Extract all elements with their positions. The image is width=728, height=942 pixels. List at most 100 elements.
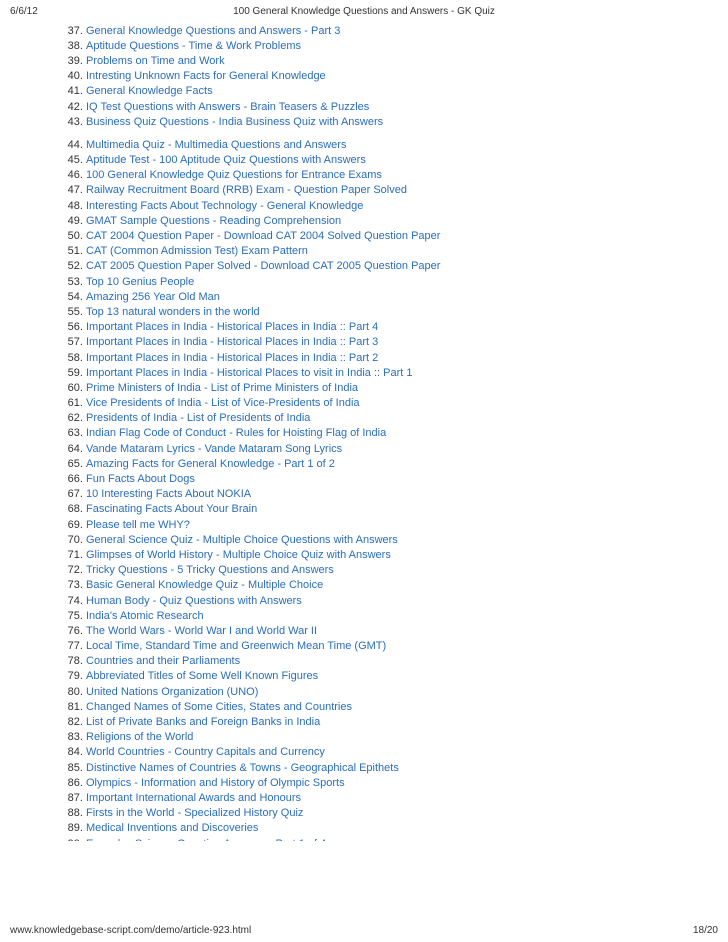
list-item: Prime Ministers of India - List of Prime… xyxy=(86,380,728,395)
article-link[interactable]: IQ Test Questions with Answers - Brain T… xyxy=(86,101,369,113)
list-item: Vande Mataram Lyrics - Vande Mataram Son… xyxy=(86,441,728,456)
article-link[interactable]: Countries and their Parliaments xyxy=(86,655,240,667)
article-link[interactable]: Multimedia Quiz - Multimedia Questions a… xyxy=(86,139,346,151)
article-link[interactable]: Aptitude Questions - Time & Work Problem… xyxy=(86,40,301,52)
article-link[interactable]: Please tell me WHY? xyxy=(86,519,190,531)
article-link[interactable]: Indian Flag Code of Conduct - Rules for … xyxy=(86,427,386,439)
article-link[interactable]: GMAT Sample Questions - Reading Comprehe… xyxy=(86,215,341,227)
footer-page-number: 18/20 xyxy=(693,925,718,936)
article-link[interactable]: Firsts in the World - Specialized Histor… xyxy=(86,807,303,819)
list-item: Indian Flag Code of Conduct - Rules for … xyxy=(86,426,728,441)
list-item: CAT 2004 Question Paper - Download CAT 2… xyxy=(86,228,728,243)
list-item: Human Body - Quiz Questions with Answers xyxy=(86,593,728,608)
article-link[interactable]: Fun Facts About Dogs xyxy=(86,473,195,485)
article-link[interactable]: List of Private Banks and Foreign Banks … xyxy=(86,716,320,728)
article-link[interactable]: Aptitude Test - 100 Aptitude Quiz Questi… xyxy=(86,154,366,166)
article-link[interactable]: United Nations Organization (UNO) xyxy=(86,686,258,698)
list-item: Local Time, Standard Time and Greenwich … xyxy=(86,639,728,654)
article-link[interactable]: World Countries - Country Capitals and C… xyxy=(86,746,325,758)
article-link[interactable]: Local Time, Standard Time and Greenwich … xyxy=(86,640,386,652)
article-link[interactable]: 100 General Knowledge Quiz Questions for… xyxy=(86,169,382,181)
page-footer: www.knowledgebase-script.com/demo/articl… xyxy=(0,921,728,942)
article-link[interactable]: Olympics - Information and History of Ol… xyxy=(86,777,345,789)
list-item: United Nations Organization (UNO) xyxy=(86,684,728,699)
article-link[interactable]: Changed Names of Some Cities, States and… xyxy=(86,701,352,713)
article-link[interactable]: Railway Recruitment Board (RRB) Exam - Q… xyxy=(86,184,407,196)
list-gap xyxy=(86,129,728,137)
article-link[interactable]: Tricky Questions - 5 Tricky Questions an… xyxy=(86,564,334,576)
list-item: 100 General Knowledge Quiz Questions for… xyxy=(86,168,728,183)
article-link[interactable]: Glimpses of World History - Multiple Cho… xyxy=(86,549,391,561)
article-link[interactable]: Amazing 256 Year Old Man xyxy=(86,291,220,303)
list-item: World Countries - Country Capitals and C… xyxy=(86,745,728,760)
article-link[interactable]: Medical Inventions and Discoveries xyxy=(86,822,258,834)
article-link[interactable]: Problems on Time and Work xyxy=(86,55,225,67)
list-item: Amazing Facts for General Knowledge - Pa… xyxy=(86,456,728,471)
header-title: 100 General Knowledge Questions and Answ… xyxy=(233,6,495,17)
article-link[interactable]: Important Places in India - Historical P… xyxy=(86,367,412,379)
article-link[interactable]: Religions of the World xyxy=(86,731,193,743)
list-item: Railway Recruitment Board (RRB) Exam - Q… xyxy=(86,183,728,198)
article-link[interactable]: General Knowledge Questions and Answers … xyxy=(86,25,340,37)
list-item: Important Places in India - Historical P… xyxy=(86,365,728,380)
list-item: Distinctive Names of Countries & Towns -… xyxy=(86,760,728,775)
list-item: Interesting Facts About Technology - Gen… xyxy=(86,198,728,213)
article-link[interactable]: CAT (Common Admission Test) Exam Pattern xyxy=(86,245,308,257)
list-item: CAT 2005 Question Paper Solved - Downloa… xyxy=(86,259,728,274)
list-item: Abbreviated Titles of Some Well Known Fi… xyxy=(86,669,728,684)
article-link[interactable]: Abbreviated Titles of Some Well Known Fi… xyxy=(86,670,318,682)
article-link[interactable]: Interesting Facts About Technology - Gen… xyxy=(86,200,363,212)
list-item: Olympics - Information and History of Ol… xyxy=(86,775,728,790)
article-link[interactable]: Important International Awards and Honou… xyxy=(86,792,301,804)
article-link[interactable]: Basic General Knowledge Quiz - Multiple … xyxy=(86,579,323,591)
list-item: Vice Presidents of India - List of Vice-… xyxy=(86,396,728,411)
list-item: Amazing 256 Year Old Man xyxy=(86,289,728,304)
article-link[interactable]: India's Atomic Research xyxy=(86,610,204,622)
article-link[interactable]: Intresting Unknown Facts for General Kno… xyxy=(86,70,326,82)
header-date: 6/6/12 xyxy=(10,6,38,17)
list-item: Presidents of India - List of Presidents… xyxy=(86,411,728,426)
list-item: Please tell me WHY? xyxy=(86,517,728,532)
list-item: Changed Names of Some Cities, States and… xyxy=(86,699,728,714)
article-link[interactable]: Important Places in India - Historical P… xyxy=(86,352,378,364)
list-item: India's Atomic Research xyxy=(86,608,728,623)
list-item: The World Wars - World War I and World W… xyxy=(86,623,728,638)
article-link[interactable]: General Science Quiz - Multiple Choice Q… xyxy=(86,534,398,546)
article-link[interactable]: Important Places in India - Historical P… xyxy=(86,336,378,348)
list-item: Top 13 natural wonders in the world xyxy=(86,304,728,319)
article-link[interactable]: Amazing Facts for General Knowledge - Pa… xyxy=(86,458,335,470)
article-link[interactable]: Fascinating Facts About Your Brain xyxy=(86,503,257,515)
list-item: Countries and their Parliaments xyxy=(86,654,728,669)
article-link[interactable]: CAT 2005 Question Paper Solved - Downloa… xyxy=(86,260,440,272)
article-link[interactable]: Vice Presidents of India - List of Vice-… xyxy=(86,397,360,409)
list-item: Important Places in India - Historical P… xyxy=(86,350,728,365)
footer-url: www.knowledgebase-script.com/demo/articl… xyxy=(10,925,251,936)
article-link[interactable]: The World Wars - World War I and World W… xyxy=(86,625,317,637)
article-link[interactable]: Top 10 Genius People xyxy=(86,276,194,288)
article-list-container: General Knowledge Questions and Answers … xyxy=(0,21,728,851)
list-item: IQ Test Questions with Answers - Brain T… xyxy=(86,99,728,114)
article-link[interactable]: Prime Ministers of India - List of Prime… xyxy=(86,382,358,394)
article-link[interactable]: Presidents of India - List of Presidents… xyxy=(86,412,310,424)
list-item: Top 10 Genius People xyxy=(86,274,728,289)
list-item: Multimedia Quiz - Multimedia Questions a… xyxy=(86,137,728,152)
list-item: Aptitude Questions - Time & Work Problem… xyxy=(86,38,728,53)
article-link[interactable]: Human Body - Quiz Questions with Answers xyxy=(86,595,302,607)
article-link[interactable]: Everyday Science Question Answers - Part… xyxy=(86,838,326,850)
list-item: Firsts in the World - Specialized Histor… xyxy=(86,806,728,821)
article-link[interactable]: General Knowledge Facts xyxy=(86,85,213,97)
article-link[interactable]: 10 Interesting Facts About NOKIA xyxy=(86,488,251,500)
list-item: Everyday Science Question Answers - Part… xyxy=(86,836,728,851)
list-item: Glimpses of World History - Multiple Cho… xyxy=(86,547,728,562)
article-link[interactable]: CAT 2004 Question Paper - Download CAT 2… xyxy=(86,230,440,242)
article-link[interactable]: Vande Mataram Lyrics - Vande Mataram Son… xyxy=(86,443,342,455)
list-item: CAT (Common Admission Test) Exam Pattern xyxy=(86,244,728,259)
list-item: Aptitude Test - 100 Aptitude Quiz Questi… xyxy=(86,153,728,168)
article-link[interactable]: Distinctive Names of Countries & Towns -… xyxy=(86,762,399,774)
list-item: Business Quiz Questions - India Business… xyxy=(86,114,728,129)
article-link[interactable]: Important Places in India - Historical P… xyxy=(86,321,378,333)
list-item: Fascinating Facts About Your Brain xyxy=(86,502,728,517)
article-link[interactable]: Top 13 natural wonders in the world xyxy=(86,306,260,318)
list-item: Medical Inventions and Discoveries xyxy=(86,821,728,836)
article-link[interactable]: Business Quiz Questions - India Business… xyxy=(86,116,383,128)
